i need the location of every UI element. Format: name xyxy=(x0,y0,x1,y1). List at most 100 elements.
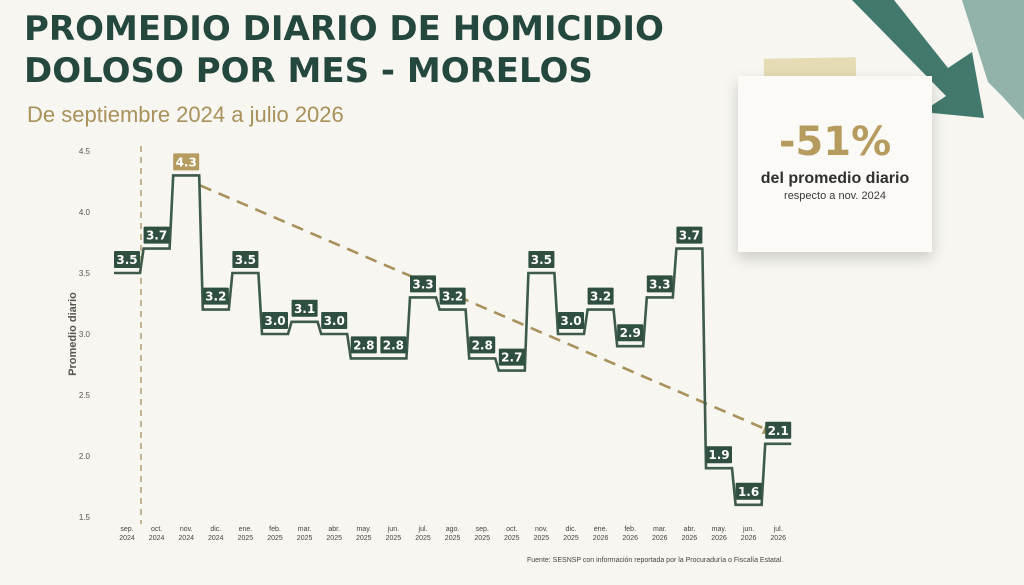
data-label-text: 3.5 xyxy=(531,253,552,267)
data-label-box xyxy=(528,251,555,268)
x-tick-label-month: ago. xyxy=(446,526,460,533)
data-label-text: 3.2 xyxy=(590,290,611,304)
x-tick-label-year: 2026 xyxy=(593,535,609,542)
data-label: 2.8 xyxy=(469,336,496,354)
data-label-text: 3.2 xyxy=(205,290,226,304)
x-tick-label-month: dic. xyxy=(566,526,577,533)
x-tick-label-year: 2025 xyxy=(297,535,313,542)
data-label-box xyxy=(706,446,732,464)
data-label-box xyxy=(558,312,584,329)
data-label-box xyxy=(262,312,288,329)
x-tick-label-month: mar. xyxy=(653,526,667,533)
x-tick-label-month: jul. xyxy=(418,526,428,533)
data-label: 4.3 xyxy=(173,153,200,171)
x-tick-label-month: sep. xyxy=(476,526,489,533)
x-tick-label-month: feb. xyxy=(269,526,281,533)
data-label-text: 3.1 xyxy=(294,302,315,316)
data-label-text: 2.8 xyxy=(472,338,493,352)
data-label-box xyxy=(587,287,614,305)
summary-percentage: -51% xyxy=(778,119,892,165)
data-label-text: 3.7 xyxy=(679,229,700,243)
data-label-text: 3.0 xyxy=(264,314,285,328)
data-label-text: 2.8 xyxy=(383,338,404,352)
data-label-text: 3.5 xyxy=(116,253,137,267)
data-label-box xyxy=(498,348,525,366)
y-tick-label: 4.5 xyxy=(79,147,91,156)
trend-line xyxy=(199,184,775,434)
data-label-box xyxy=(765,421,792,439)
data-label-box xyxy=(321,312,348,329)
data-label: 2.9 xyxy=(617,324,644,342)
x-tick-label-year: 2025 xyxy=(504,535,520,542)
data-label: 3.3 xyxy=(646,275,673,293)
x-tick-label-month: oct. xyxy=(151,526,162,533)
x-tick-label-year: 2025 xyxy=(563,535,579,542)
data-label-box xyxy=(410,275,436,293)
data-label-box xyxy=(646,275,673,293)
page-title: PROMEDIO DIARIO DE HOMICIDIO DOLOSO POR … xyxy=(24,8,704,92)
x-tick-label-year: 2025 xyxy=(238,535,254,542)
x-tick-label-month: jun. xyxy=(742,526,754,533)
summary-card: -51% del promedio diario respecto a nov.… xyxy=(738,76,932,252)
y-tick-label: 1.5 xyxy=(79,513,91,522)
x-tick-label-year: 2024 xyxy=(178,535,194,542)
data-label-box xyxy=(291,299,318,317)
data-label-box xyxy=(232,251,259,268)
x-tick-label-year: 2025 xyxy=(534,535,550,542)
data-label-text: 3.3 xyxy=(412,277,433,291)
x-tick-label-month: mar. xyxy=(298,526,312,533)
x-tick-label-year: 2026 xyxy=(682,535,698,542)
data-label-text: 1.9 xyxy=(708,448,729,462)
data-label-box xyxy=(173,153,200,171)
x-tick-label-year: 2025 xyxy=(326,535,342,542)
data-label: 2.1 xyxy=(765,421,792,439)
x-tick-label-month: may. xyxy=(356,526,371,533)
data-label-text: 3.5 xyxy=(235,253,256,267)
x-tick-label-year: 2024 xyxy=(119,535,135,542)
x-tick-label-year: 2025 xyxy=(445,535,461,542)
x-tick-label-year: 2026 xyxy=(652,535,668,542)
summary-description: del promedio diario xyxy=(760,170,910,187)
data-label-text: 1.6 xyxy=(738,485,759,499)
data-label-box xyxy=(617,324,644,342)
x-tick-label-month: jul. xyxy=(773,526,783,533)
data-label-text: 2.8 xyxy=(353,338,374,352)
data-label-box xyxy=(735,482,762,500)
data-label: 3.2 xyxy=(439,287,466,305)
data-label-text: 4.3 xyxy=(176,155,197,169)
data-label-text: 2.1 xyxy=(768,424,789,438)
data-label: 1.6 xyxy=(735,482,762,500)
data-label: 3.5 xyxy=(232,251,259,268)
x-tick-label-year: 2024 xyxy=(208,535,224,542)
data-label-text: 3.7 xyxy=(146,229,167,243)
data-label-box xyxy=(202,287,229,305)
downward-trend-arrow-icon xyxy=(852,0,1024,120)
data-label-text: 3.0 xyxy=(560,314,581,328)
data-label-text: 3.0 xyxy=(324,314,345,328)
x-tick-label-year: 2026 xyxy=(711,535,727,542)
x-tick-label-month: dic. xyxy=(210,526,221,533)
x-tick-label-year: 2026 xyxy=(622,535,638,542)
x-tick-label-month: jun. xyxy=(387,526,399,533)
data-label-text: 3.2 xyxy=(442,290,463,304)
data-label: 2.7 xyxy=(498,348,525,366)
data-label-box xyxy=(114,251,140,268)
data-label: 3.5 xyxy=(114,251,140,268)
data-label-box xyxy=(350,336,377,354)
data-label: 3.1 xyxy=(291,299,318,317)
summary-subtext: respecto a nov. 2024 xyxy=(784,190,886,202)
step-line-series xyxy=(114,174,792,507)
data-label: 3.7 xyxy=(676,226,703,244)
x-tick-label-year: 2025 xyxy=(474,535,490,542)
y-tick-label: 2.5 xyxy=(79,391,91,400)
source-note: Fuente: SESNSP con información reportada… xyxy=(527,557,784,564)
data-label-box xyxy=(439,287,466,305)
x-tick-label-year: 2026 xyxy=(741,535,757,542)
x-tick-label-month: oct. xyxy=(506,526,517,533)
data-label-text: 2.9 xyxy=(620,326,641,340)
data-label-box xyxy=(380,336,407,354)
x-tick-label-month: abr. xyxy=(684,526,696,533)
x-tick-label-year: 2024 xyxy=(149,535,165,542)
x-tick-label-month: ene. xyxy=(239,526,253,533)
